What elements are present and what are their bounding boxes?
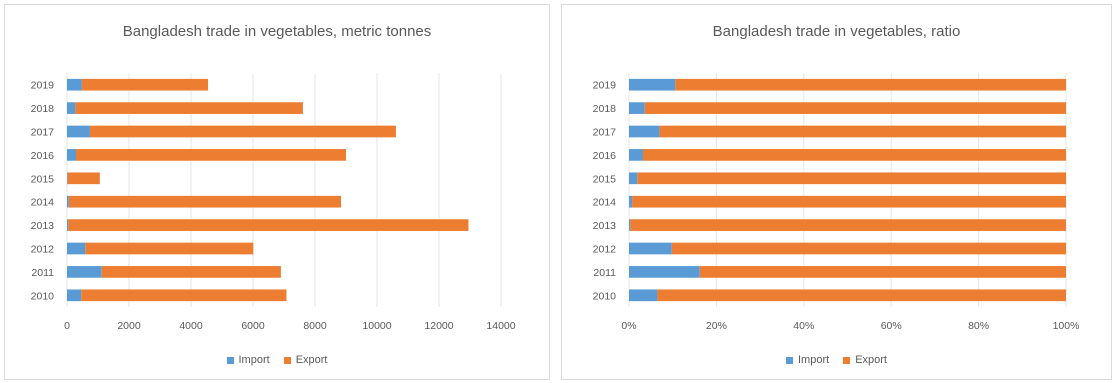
- y-category-label: 2013: [31, 220, 55, 232]
- y-category-label: 2018: [31, 103, 55, 115]
- legend: Import Export: [5, 354, 549, 366]
- legend-label-export: Export: [855, 354, 887, 366]
- legend-item-export: Export: [843, 354, 887, 366]
- legend-swatch-export: [283, 356, 291, 364]
- x-tick-label: 20%: [706, 320, 727, 332]
- bar-import-2013: [629, 219, 631, 231]
- y-category-label: 2018: [593, 103, 617, 115]
- bar-export-2016: [642, 149, 1066, 161]
- y-category-label: 2012: [31, 244, 55, 256]
- bar-import-2019: [629, 78, 676, 91]
- x-tick-label: 0%: [621, 320, 636, 332]
- bar-import-2012: [629, 242, 672, 255]
- bar-export-2018: [644, 102, 1066, 114]
- bar-import-2019: [67, 78, 82, 91]
- y-category-label: 2019: [31, 80, 55, 92]
- x-tick-label: 80%: [968, 320, 989, 332]
- bar-import-2018: [67, 102, 76, 114]
- bar-export-2012: [671, 242, 1066, 255]
- legend-swatch-export: [843, 356, 851, 364]
- y-category-label: 2015: [31, 173, 55, 185]
- x-tick-label: 100%: [1053, 320, 1080, 332]
- bar-import-2014: [67, 195, 69, 208]
- chart-panel-tonnes: Bangladesh trade in vegetables, metric t…: [4, 4, 550, 380]
- bar-export-2014: [632, 195, 1066, 208]
- bar-export-2010: [657, 289, 1066, 302]
- y-category-label: 2010: [31, 290, 55, 302]
- x-tick-label: 0: [64, 320, 70, 332]
- bar-import-2017: [67, 125, 90, 138]
- x-tick-label: 60%: [881, 320, 902, 332]
- legend-item-export: Export: [283, 354, 328, 366]
- y-category-label: 2013: [593, 220, 617, 232]
- y-category-label: 2019: [593, 80, 617, 92]
- legend-label-export: Export: [295, 354, 328, 366]
- bar-export-2010: [81, 289, 287, 302]
- bar-chart-ratio: 0% 20% 40% 60% 80% 100% 2019 2018 2017 2016 2015 20…: [593, 73, 1080, 332]
- y-category-label: 2017: [593, 127, 617, 139]
- bar-import-2010: [629, 289, 658, 302]
- x-tick-label: 40%: [793, 320, 814, 332]
- bar-export-2013: [68, 219, 469, 231]
- bar-import-2010: [67, 289, 82, 302]
- bar-import-2017: [629, 125, 660, 138]
- x-tick-label: 6000: [241, 320, 265, 332]
- legend-label-import: Import: [798, 354, 830, 366]
- bar-export-2019: [81, 78, 209, 91]
- bar-export-2015: [637, 172, 1066, 185]
- bar-import-2013: [67, 219, 69, 231]
- chart-title: Bangladesh trade in vegetables, ratio: [712, 23, 961, 40]
- bar-export-2017: [89, 125, 396, 138]
- x-tick-label: 14000: [486, 320, 515, 332]
- x-tick-label: 4000: [179, 320, 203, 332]
- bar-export-2016: [75, 149, 347, 161]
- chart-panel-ratio: Bangladesh trade in vegetables, ratio 0%…: [561, 4, 1112, 380]
- bar-import-2015: [629, 172, 638, 185]
- bar-import-2015: [67, 172, 68, 185]
- bar-export-2012: [85, 242, 254, 255]
- bar-export-2014: [68, 195, 342, 208]
- y-category-label: 2012: [593, 244, 617, 256]
- y-category-label: 2015: [593, 173, 617, 185]
- x-tick-label: 2000: [117, 320, 141, 332]
- bar-import-2011: [67, 266, 102, 278]
- legend-swatch-import: [786, 356, 793, 364]
- chart-title: Bangladesh trade in vegetables, metric t…: [122, 23, 432, 40]
- bar-import-2011: [629, 266, 700, 278]
- y-category-label: 2016: [593, 150, 617, 162]
- x-tick-label: 8000: [303, 320, 327, 332]
- legend-item-import: Import: [786, 354, 829, 366]
- bar-import-2014: [629, 195, 633, 208]
- bar-export-2015: [67, 172, 100, 185]
- bar-import-2016: [67, 149, 76, 161]
- bar-import-2018: [629, 102, 645, 114]
- y-category-label: 2010: [593, 290, 617, 302]
- legend: Import Export: [562, 354, 1111, 366]
- bar-export-2011: [699, 266, 1066, 278]
- y-category-label: 2011: [593, 267, 616, 279]
- legend-swatch-import: [226, 356, 234, 364]
- bar-export-2018: [75, 102, 303, 114]
- y-category-label: 2014: [31, 197, 55, 209]
- bar-export-2019: [675, 78, 1066, 91]
- y-category-label: 2011: [31, 267, 54, 279]
- legend-item-import: Import: [226, 354, 270, 366]
- bar-import-2012: [67, 242, 86, 255]
- x-tick-label: 10000: [362, 320, 391, 332]
- bar-export-2011: [101, 266, 281, 278]
- y-category-label: 2014: [593, 197, 617, 209]
- x-tick-label: 12000: [424, 320, 453, 332]
- y-category-label: 2016: [31, 150, 55, 162]
- legend-label-import: Import: [238, 354, 270, 366]
- bar-import-2016: [629, 149, 643, 161]
- bar-chart-tonnes: 0 2000 4000 6000 8000 10000 12000 14000 2019 2018…: [31, 73, 516, 332]
- bar-export-2017: [659, 125, 1066, 138]
- bar-export-2013: [630, 219, 1066, 231]
- y-category-label: 2017: [31, 127, 55, 139]
